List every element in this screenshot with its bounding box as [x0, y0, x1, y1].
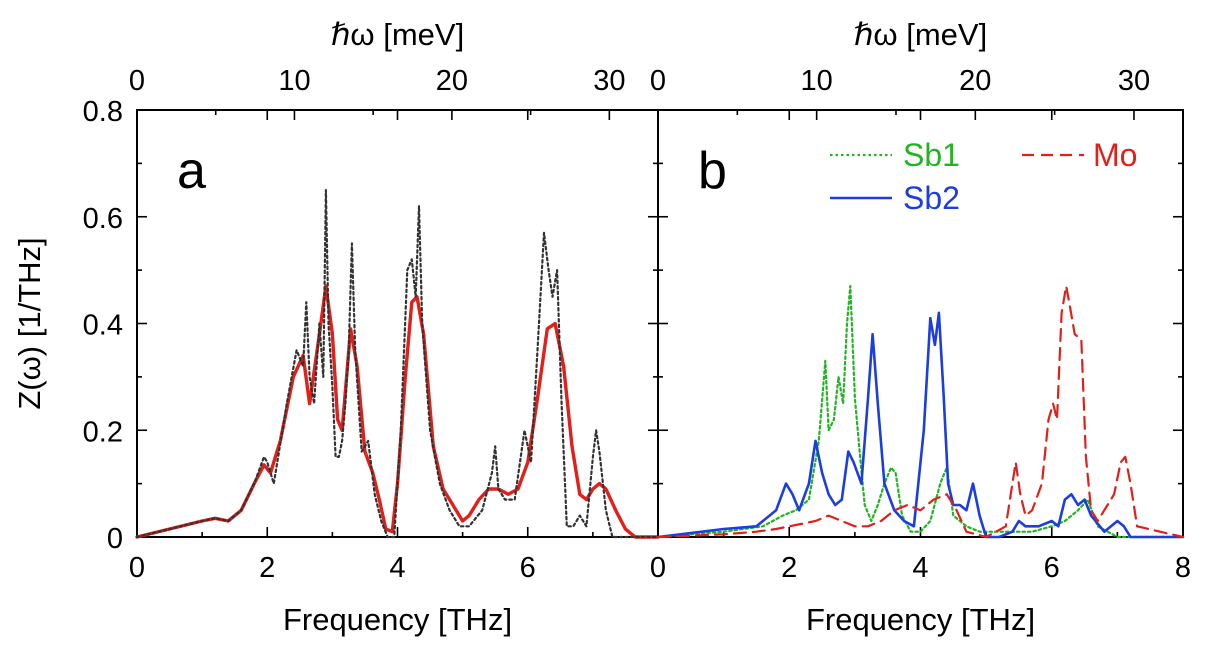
- legend-label-sb2: Sb2: [903, 180, 960, 216]
- series-line-sb2: [656, 311, 1185, 539]
- panel-a: 0 2 4 6 0 10 20 30 0 0.2 0.4 0.6 0.8 Frequency [THz] ℏ…: [12, 17, 660, 637]
- series-line-sb1: [656, 285, 1185, 539]
- panel-b: 0 2 4 6 8 0 10 20 30 Frequency [THz] ℏω [meV] b Sb1 S…: [650, 17, 1191, 637]
- y-tick-label: 0: [107, 523, 123, 555]
- y-tick-label: 0.6: [83, 203, 123, 235]
- x-tick-label: 8: [1175, 552, 1191, 584]
- legend-label-mo: Mo: [1093, 137, 1137, 173]
- top-tick-label: 10: [801, 65, 833, 97]
- x-axis-label: Frequency [THz]: [283, 602, 512, 637]
- y-tick-label: 0.4: [83, 310, 123, 342]
- series-line-curve-1: [135, 189, 660, 539]
- x-axis-label: Frequency [THz]: [806, 602, 1035, 637]
- y-axis-label: Z(ω) [1/THz]: [12, 237, 47, 409]
- x-tick-label: 0: [129, 552, 145, 584]
- x-tick-label: 6: [1044, 552, 1060, 584]
- x-tick-label: 0: [650, 552, 666, 584]
- top-tick-label: 0: [650, 65, 666, 97]
- x-tick-label: 2: [259, 552, 275, 584]
- legend-label-sb1: Sb1: [903, 137, 960, 173]
- y-tick-label: 0.8: [83, 96, 123, 128]
- y-tick-label: 0.2: [83, 416, 123, 448]
- top-tick-label: 10: [278, 65, 310, 97]
- top-axis-label: ℏω [meV]: [854, 17, 987, 52]
- top-tick-label: 20: [436, 65, 468, 97]
- top-tick-label: 20: [959, 65, 991, 97]
- x-tick-label: 6: [520, 552, 536, 584]
- top-axis-label: ℏω [meV]: [331, 17, 464, 52]
- top-tick-label: 30: [1118, 65, 1150, 97]
- top-tick-label: 0: [129, 65, 145, 97]
- x-tick-label: 4: [912, 552, 928, 584]
- panel-label: b: [698, 142, 727, 200]
- x-tick-label: 2: [781, 552, 797, 584]
- panel-label: a: [177, 142, 206, 200]
- series-line-curve-0: [135, 284, 660, 539]
- top-tick-label: 30: [593, 65, 625, 97]
- x-tick-label: 4: [389, 552, 405, 584]
- series-line-mo: [656, 285, 1185, 539]
